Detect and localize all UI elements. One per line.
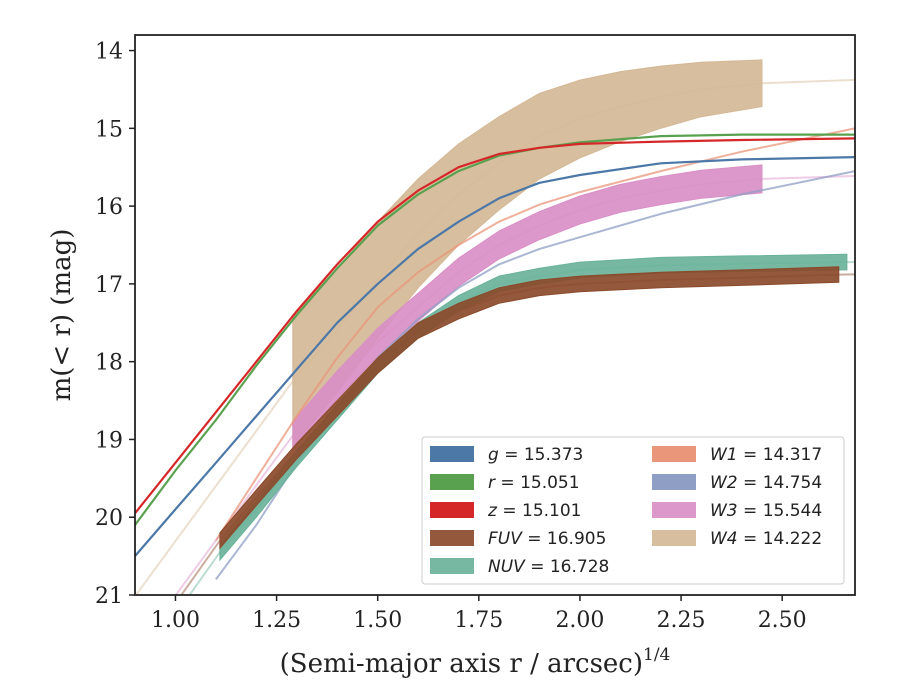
x-axis-label: (Semi-major axis r / arcsec)1/4 bbox=[280, 645, 671, 679]
legend-item-g: g = 15.373 bbox=[430, 445, 583, 465]
legend-swatch bbox=[652, 446, 696, 462]
series-w4 bbox=[292, 59, 763, 449]
legend-label-equals: = bbox=[497, 501, 522, 521]
x-tick-label: 2.50 bbox=[758, 608, 807, 633]
legend-item-w2: W2 = 14.754 bbox=[652, 473, 822, 493]
legend-label-variable: FUV bbox=[488, 529, 523, 549]
legend-label-variable: W1 bbox=[710, 445, 738, 465]
y-tick-label: 15 bbox=[95, 117, 123, 142]
legend-item-z: z = 15.101 bbox=[430, 501, 581, 521]
legend-label-value: 15.101 bbox=[522, 501, 581, 521]
legend-swatch bbox=[430, 558, 474, 574]
series-r bbox=[135, 133, 855, 526]
x-axis-label-exponent: 1/4 bbox=[643, 645, 670, 665]
x-tick-label: 1.50 bbox=[353, 608, 402, 633]
y-tick-label: 21 bbox=[95, 584, 123, 609]
legend-label-value: 15.051 bbox=[520, 473, 579, 493]
legend-label-variable: W4 bbox=[710, 529, 738, 549]
x-tick-label: 1.25 bbox=[252, 608, 301, 633]
y-tick-label: 18 bbox=[95, 351, 123, 376]
legend-swatch bbox=[652, 502, 696, 518]
legend-swatch bbox=[430, 502, 474, 518]
legend-label-variable: g bbox=[488, 445, 499, 465]
legend-frame bbox=[421, 436, 845, 585]
legend-label-equals: = bbox=[738, 529, 763, 549]
legend-label-value: 14.222 bbox=[763, 529, 822, 549]
legend-swatch bbox=[430, 446, 474, 462]
y-tick-label: 19 bbox=[95, 428, 123, 453]
legend-label-equals: = bbox=[522, 529, 547, 549]
legend-label: g = 15.373 bbox=[488, 445, 583, 465]
legend-label-value: 16.905 bbox=[547, 529, 606, 549]
series-layer bbox=[135, 59, 855, 580]
y-tick-label: 16 bbox=[95, 195, 123, 220]
legend-label-variable: z bbox=[487, 501, 498, 521]
y-axis-ticks: 14 15 16 17 18 19 20 21 bbox=[95, 40, 135, 609]
plot-frame bbox=[134, 34, 856, 596]
legend-label: W4 = 14.222 bbox=[710, 529, 822, 549]
legend-swatch bbox=[652, 474, 696, 490]
legend-item-w4: W4 = 14.222 bbox=[652, 529, 822, 549]
legend-label-equals: = bbox=[525, 557, 550, 577]
legend-label: NUV = 16.728 bbox=[488, 557, 609, 577]
legend-item-w1: W1 = 14.317 bbox=[652, 445, 822, 465]
legend-swatch bbox=[652, 530, 696, 546]
legend-label-equals: = bbox=[499, 445, 524, 465]
x-axis-ticks: 1.00 1.25 1.50 1.75 2.00 2.25 2.50 bbox=[151, 595, 807, 633]
legend-item-fuv: FUV = 16.905 bbox=[430, 529, 606, 549]
legend-label-value: 14.754 bbox=[763, 473, 822, 493]
legend-label-variable: W3 bbox=[710, 501, 738, 521]
legend-label-variable: W2 bbox=[710, 473, 738, 493]
legend-label-value: 16.728 bbox=[550, 557, 609, 577]
legend-label-value: 14.317 bbox=[763, 445, 822, 465]
legend-swatch bbox=[430, 474, 474, 490]
legend-item-r: r = 15.051 bbox=[430, 473, 580, 493]
series-fuv bbox=[219, 266, 840, 550]
legend-label: r = 15.051 bbox=[488, 473, 580, 493]
legend-label-value: 15.373 bbox=[524, 445, 583, 465]
y-axis-label: m(< r) (mag) bbox=[47, 229, 77, 402]
legend-label-value: 15.544 bbox=[763, 501, 822, 521]
legend-item-w3: W3 = 15.544 bbox=[652, 501, 822, 521]
legend-label: FUV = 16.905 bbox=[488, 529, 606, 549]
series-w3 bbox=[292, 164, 763, 451]
legend-swatch bbox=[430, 530, 474, 546]
legend-label: z = 15.101 bbox=[487, 501, 581, 521]
legend-label: W2 = 14.754 bbox=[710, 473, 822, 493]
x-tick-label: 1.75 bbox=[454, 608, 503, 633]
x-tick-label: 1.00 bbox=[151, 608, 200, 633]
legend-label-equals: = bbox=[738, 501, 763, 521]
legend-label: W3 = 15.544 bbox=[710, 501, 822, 521]
legend-label-variable: r bbox=[488, 473, 496, 493]
legend: g = 15.373 r = 15.051 z = 15.101 FUV = 16.9… bbox=[421, 436, 845, 585]
legend-label-equals: = bbox=[738, 445, 763, 465]
x-tick-label: 2.25 bbox=[657, 608, 706, 633]
x-tick-label: 2.00 bbox=[555, 608, 604, 633]
y-tick-label: 17 bbox=[95, 273, 123, 298]
y-tick-label: 14 bbox=[95, 40, 123, 65]
legend-label-variable: NUV bbox=[488, 557, 526, 577]
series-z bbox=[135, 137, 855, 514]
legend-label-equals: = bbox=[738, 473, 763, 493]
legend-label: W1 = 14.317 bbox=[710, 445, 822, 465]
series-g bbox=[135, 156, 855, 557]
legend-item-nuv: NUV = 16.728 bbox=[430, 557, 609, 577]
legend-label-equals: = bbox=[495, 473, 520, 493]
x-axis-label-text: (Semi-major axis r / arcsec) bbox=[280, 649, 643, 679]
series-w1 bbox=[215, 127, 855, 542]
y-tick-label: 20 bbox=[95, 506, 123, 531]
